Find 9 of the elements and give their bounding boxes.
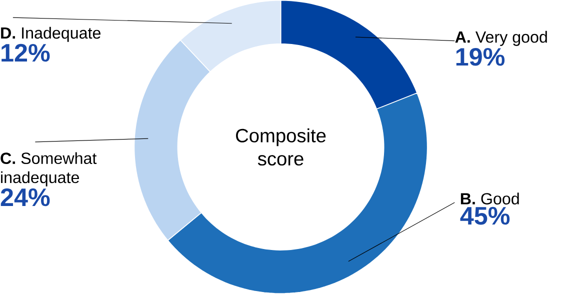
data-label: 12%: [2, 44, 50, 62]
data-label: 45%: [460, 206, 510, 225]
slice-label: D. Inadequate: [1, 26, 100, 42]
text: Composite score: [236, 128, 326, 166]
slice-label: B. Good: [460, 192, 519, 205]
slice-label: A. Very good: [455, 30, 547, 46]
data-label: 24%: [0, 188, 50, 206]
data-label: 19%: [456, 48, 505, 66]
slice-label: C. Somewhat inadequate: [0, 152, 97, 186]
